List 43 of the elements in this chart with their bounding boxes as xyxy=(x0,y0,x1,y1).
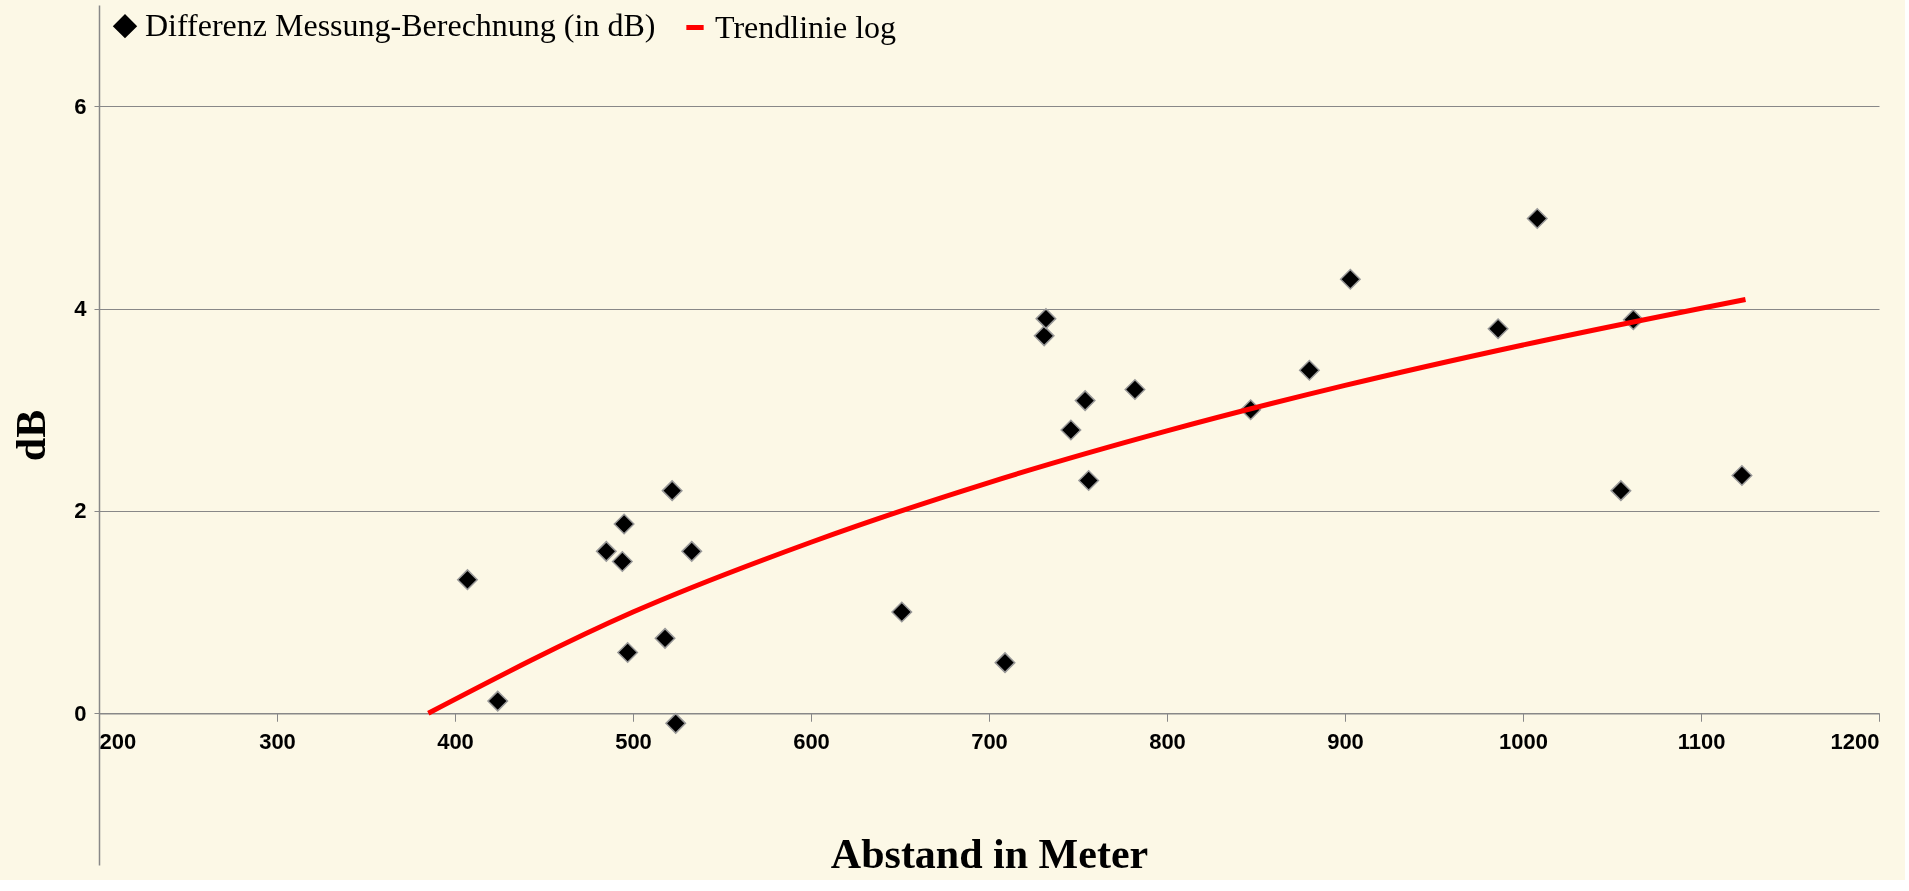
point xyxy=(891,601,913,623)
x-tick-label: 500 xyxy=(615,728,652,754)
y-axis-title: dB xyxy=(8,409,55,462)
point xyxy=(681,540,703,562)
y-tick-label: 4 xyxy=(74,296,88,322)
y-tick-label: 0 xyxy=(74,700,87,726)
point xyxy=(1074,390,1096,412)
point xyxy=(661,480,683,502)
point xyxy=(1339,268,1361,290)
x-tick-label: 200 xyxy=(99,728,137,754)
point xyxy=(613,513,635,535)
point xyxy=(1487,318,1509,340)
x-tick-label: 1000 xyxy=(1499,728,1548,754)
point xyxy=(1526,207,1548,229)
x-axis-title: Abstand in Meter xyxy=(830,830,1149,877)
point xyxy=(611,550,633,572)
point xyxy=(1124,378,1146,400)
x-tick-label: 300 xyxy=(259,728,296,754)
legend-label: Trendlinie log xyxy=(715,8,897,45)
x-tick-label: 800 xyxy=(1149,728,1186,754)
point xyxy=(1298,359,1320,381)
point xyxy=(617,642,639,664)
point xyxy=(1731,464,1753,486)
x-tick-label: 400 xyxy=(437,728,474,754)
point xyxy=(1078,470,1100,492)
point xyxy=(1610,480,1632,502)
point xyxy=(1035,308,1057,330)
y-tick-label: 2 xyxy=(74,498,87,524)
point xyxy=(1060,419,1082,441)
x-tick-label: 700 xyxy=(971,728,1008,754)
x-tick-label: 1200 xyxy=(1830,728,1880,754)
point xyxy=(654,627,676,649)
point xyxy=(487,690,509,712)
point xyxy=(665,712,687,734)
point xyxy=(994,652,1016,674)
point xyxy=(595,540,617,562)
point xyxy=(456,569,478,591)
y-tick-label: 6 xyxy=(74,93,87,119)
x-tick-label: 1100 xyxy=(1677,728,1726,754)
x-tick-label: 600 xyxy=(793,728,830,754)
legend-label: Differenz Messung-Berechnung (in dB) xyxy=(145,7,656,44)
x-tick-label: 900 xyxy=(1327,728,1364,754)
point xyxy=(1033,325,1055,347)
